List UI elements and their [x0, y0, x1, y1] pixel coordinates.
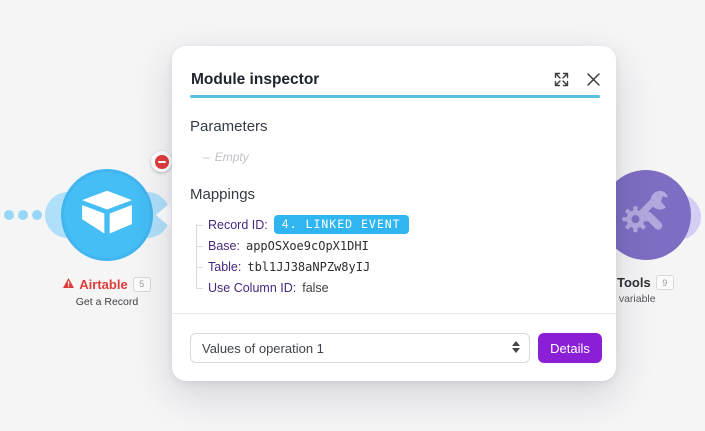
- module-name: Tools: [617, 275, 651, 290]
- tools-module[interactable]: [601, 170, 691, 260]
- mapping-value: false: [302, 280, 329, 295]
- mapping-row-table: Table: tbl1JJ38aNPZw8yIJ: [172, 256, 602, 277]
- select-up-down-icon: [512, 341, 520, 353]
- module-name: Airtable: [79, 276, 128, 292]
- mapping-row-use-column-id: Use Column ID: false: [172, 277, 602, 298]
- mapping-label: Base:: [208, 238, 240, 253]
- operations-count-badge: 5: [132, 276, 151, 292]
- module-inspector-panel: Module inspector Parameters – Empty Mappi…: [172, 46, 616, 381]
- warning-triangle-icon: [63, 275, 75, 293]
- mappings-heading: Mappings: [190, 186, 256, 203]
- connector-notch: [156, 202, 171, 228]
- module-subtitle: Get a Record: [75, 296, 139, 308]
- close-icon[interactable]: [586, 72, 601, 87]
- expand-icon[interactable]: [554, 72, 569, 87]
- connector-dot: [4, 210, 14, 220]
- operations-count-badge: 9: [655, 275, 674, 290]
- parameters-empty: – Empty: [203, 150, 249, 164]
- route-error-badge[interactable]: [151, 151, 172, 172]
- panel-title: Module inspector: [191, 71, 320, 88]
- airtable-module-label: Airtable 5 Get a Record: [32, 275, 182, 308]
- module-subtitle: t variable: [613, 293, 656, 305]
- mapping-label: Use Column ID:: [208, 280, 297, 295]
- mapping-label: Table:: [208, 259, 242, 274]
- title-accent-underline: [190, 95, 600, 98]
- airtable-module[interactable]: [61, 169, 153, 261]
- operation-select-value: Values of operation 1: [202, 340, 324, 356]
- mapping-row-record-id: Record ID: 4. LINKED EVENT: [172, 214, 602, 235]
- mappings-tree: Record ID: 4. LINKED EVENT Base: appOSXo…: [172, 214, 602, 298]
- footer-divider: [172, 313, 616, 314]
- details-button[interactable]: Details: [538, 333, 602, 363]
- details-button-label: Details: [550, 340, 590, 356]
- parameters-heading: Parameters: [190, 118, 268, 135]
- minus-in-circle-icon: [154, 154, 169, 169]
- mapped-pill-value[interactable]: 4. LINKED EVENT: [273, 214, 409, 235]
- mapping-row-base: Base: appOSXoe9cOpX1DHI: [172, 235, 602, 256]
- mapping-label: Record ID:: [208, 217, 268, 232]
- airtable-logo-icon: [78, 189, 136, 242]
- mapping-value: appOSXoe9cOpX1DHI: [245, 238, 369, 253]
- tools-module-label: Tools 9 t variable: [598, 275, 698, 305]
- tools-wrench-gear-icon: [615, 182, 677, 249]
- mapping-value: tbl1JJ38aNPZw8yIJ: [247, 259, 371, 274]
- connector-dot: [18, 210, 28, 220]
- operation-select[interactable]: Values of operation 1: [190, 333, 530, 363]
- connector-dot: [32, 210, 42, 220]
- tree-connector-line: [196, 224, 197, 288]
